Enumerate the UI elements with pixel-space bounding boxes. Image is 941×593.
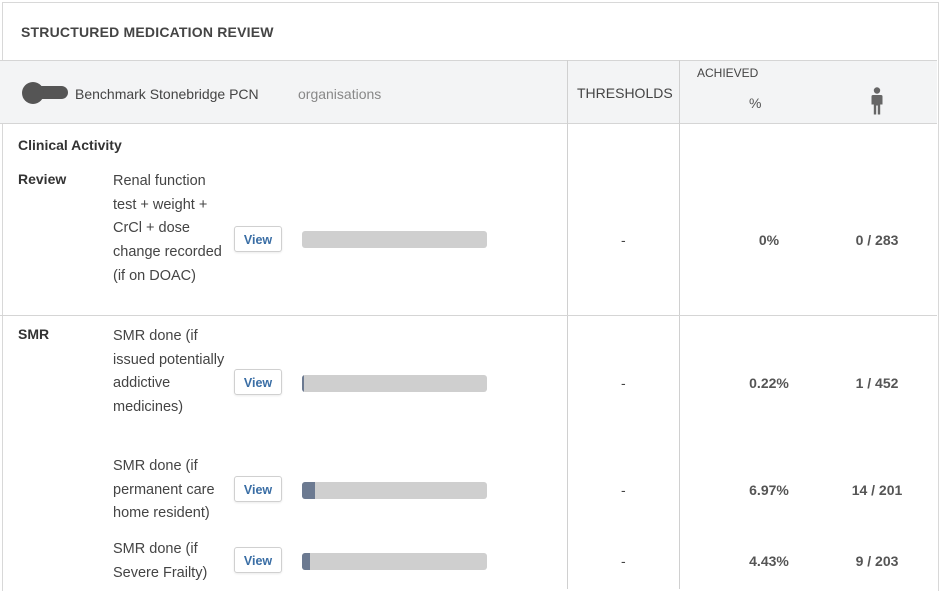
progress-fill xyxy=(302,375,304,392)
row-description: SMR done (if permanent care home residen… xyxy=(113,458,215,522)
threshold-value: - xyxy=(621,232,626,248)
percent-value: 0.22% xyxy=(749,375,789,391)
count-value: 0 / 283 xyxy=(855,232,899,248)
row-divider xyxy=(0,315,937,316)
row-description: Renal function test + weight + CrCl + do… xyxy=(113,173,222,284)
benchmark-toggle[interactable] xyxy=(22,82,68,104)
view-button[interactable]: View xyxy=(234,476,282,502)
percent-value: 0% xyxy=(758,232,780,248)
benchmark-label: Benchmark Stonebridge PCN xyxy=(75,86,259,102)
percent-header: % xyxy=(749,95,762,111)
person-icon xyxy=(870,87,884,120)
organisations-label[interactable]: organisations xyxy=(298,86,382,102)
count-value: 9 / 203 xyxy=(855,553,899,569)
thresholds-header: THRESHOLDS xyxy=(577,85,673,101)
row-description: SMR done (if Severe Frailty) xyxy=(113,541,208,581)
progress-fill xyxy=(302,553,311,570)
progress-fill xyxy=(302,482,315,499)
group-label-smr: SMR xyxy=(18,326,50,342)
percent-value: 6.97% xyxy=(749,482,789,498)
row-description: SMR done (if issued potentially addictiv… xyxy=(113,328,225,416)
achieved-header: ACHIEVED xyxy=(697,66,759,80)
toggle-knob xyxy=(22,82,44,104)
view-button[interactable]: View xyxy=(234,226,282,252)
view-button[interactable]: View xyxy=(234,547,282,573)
threshold-value: - xyxy=(621,553,626,569)
column-divider xyxy=(679,60,680,589)
percent-value: 4.43% xyxy=(749,553,789,569)
progress-bar xyxy=(302,375,487,392)
progress-bar xyxy=(302,231,487,248)
threshold-value: - xyxy=(621,482,626,498)
count-value: 14 / 201 xyxy=(851,482,903,498)
section-title: Clinical Activity xyxy=(18,137,122,153)
group-label-review: Review xyxy=(18,171,67,187)
column-divider xyxy=(567,60,568,589)
threshold-value: - xyxy=(621,375,626,391)
view-button[interactable]: View xyxy=(234,369,282,395)
progress-bar xyxy=(302,482,487,499)
count-value: 1 / 452 xyxy=(855,375,899,391)
progress-bar xyxy=(302,553,487,570)
table-header xyxy=(0,60,937,124)
panel-title: STRUCTURED MEDICATION REVIEW xyxy=(21,24,274,40)
